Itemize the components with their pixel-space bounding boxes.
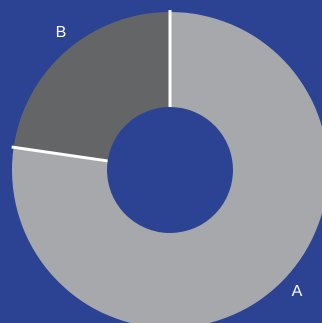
slice-a [12,12,322,323]
slice-label-a: A [292,283,303,300]
slice-label-b: B [56,24,67,41]
slice-b [13,12,171,161]
slice-separator-1 [11,145,108,163]
